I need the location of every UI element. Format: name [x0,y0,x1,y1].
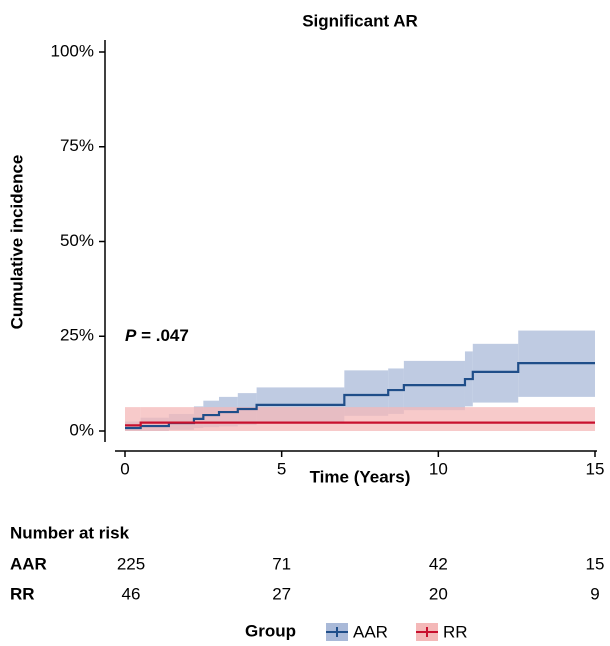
y-tick-label: 50% [60,231,94,250]
step-line [125,421,595,427]
y-tick-label: 25% [60,326,94,345]
legend-label: RR [443,622,468,641]
risk-value: 9 [590,584,599,603]
risk-table-title: Number at risk [10,523,130,542]
confidence-band [140,407,595,431]
y-tick-label: 75% [60,136,94,155]
risk-value: 71 [272,554,291,573]
risk-value: 225 [117,554,145,573]
y-tick-label: 100% [51,41,94,60]
x-tick-label: 15 [586,459,605,478]
x-tick-label: 0 [120,459,129,478]
p-value: P = .047 [125,326,189,345]
confidence-band [472,343,519,403]
risk-value: 20 [429,584,448,603]
x-tick-label: 5 [277,459,286,478]
p-text: = .047 [141,326,189,345]
risk-value: 15 [586,554,605,573]
y-tick-label: 0% [69,420,94,439]
x-axis-label: Time (Years) [310,467,411,486]
confidence-band [388,368,404,414]
legend-title: Group [245,621,296,640]
risk-row-name: RR [10,584,35,603]
chart-title: Significant AR [302,11,418,30]
x-tick-label: 10 [429,459,448,478]
risk-value: 27 [272,584,291,603]
risk-row-name: AAR [10,554,47,573]
risk-value: 42 [429,554,448,573]
legend-label: AAR [353,622,388,641]
y-axis-label: Cumulative incidence [7,155,26,330]
risk-value: 46 [122,584,141,603]
p-symbol: P [125,326,137,345]
